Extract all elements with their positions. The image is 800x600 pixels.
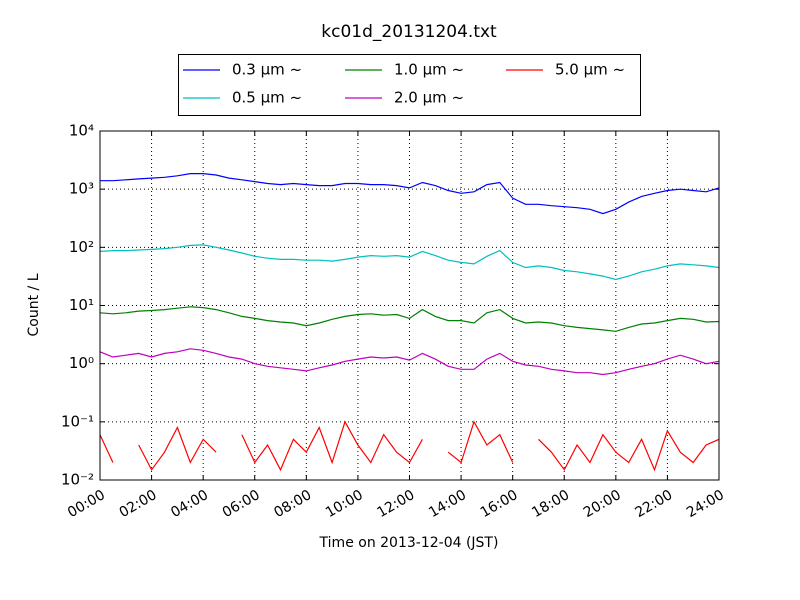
x-tick-label: 22:00: [632, 487, 675, 521]
legend-box: [178, 54, 641, 116]
x-tick-label: 14:00: [426, 487, 469, 521]
x-tick-label: 18:00: [529, 487, 572, 521]
x-tick-label: 08:00: [271, 487, 314, 521]
plot-frame: [99, 130, 720, 481]
x-tick-label: 02:00: [117, 487, 160, 521]
y-tick-label: 10³: [69, 180, 94, 198]
y-tick-label: 10⁻¹: [61, 412, 94, 430]
legend-label: 2.0 μm ~: [394, 89, 464, 107]
x-axis-label: Time on 2013-12-04 (JST): [319, 535, 499, 551]
chart-title: kc01d_20131204.txt: [321, 22, 497, 42]
x-tick-label: 20:00: [581, 487, 624, 521]
y-tick-label: 10²: [69, 238, 94, 256]
series-line: [100, 420, 719, 472]
series-line: [100, 173, 719, 215]
series-line: [100, 306, 719, 332]
y-tick-label: 10¹: [69, 296, 94, 314]
x-tick-label: 00:00: [65, 487, 108, 521]
legend-label: 0.3 μm ~: [232, 61, 302, 79]
x-tick-label: 10:00: [323, 487, 366, 521]
legend-label: 0.5 μm ~: [232, 89, 302, 107]
y-tick-label: 10⁻²: [61, 471, 94, 489]
x-tick-label: 12:00: [375, 487, 418, 521]
series-line: [100, 244, 719, 281]
x-tick-label: 06:00: [220, 487, 263, 521]
legend-label: 5.0 μm ~: [555, 61, 625, 79]
legend-label: 1.0 μm ~: [394, 61, 464, 79]
y-tick-label: 10⁰: [69, 354, 94, 372]
x-tick-label: 24:00: [684, 487, 727, 521]
series-line: [100, 348, 719, 376]
x-tick-label: 16:00: [478, 487, 521, 521]
x-tick-label: 04:00: [168, 487, 211, 521]
y-tick-label: 10⁴: [69, 122, 94, 140]
y-axis-label: Count / L: [26, 273, 42, 336]
